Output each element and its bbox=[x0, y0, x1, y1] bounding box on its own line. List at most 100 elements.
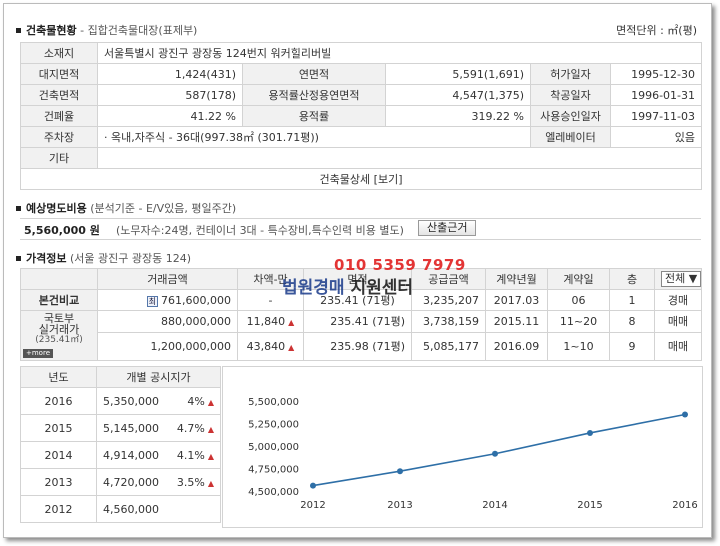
building-detail-label: 건축물상세 bbox=[319, 173, 371, 186]
parking-value: · 옥내,자주식 - 36대(997.38㎡ (301.71평)) bbox=[97, 126, 531, 148]
table-row: 2015 5,145,000 4.7% ▲ bbox=[20, 414, 221, 442]
compare-supply: 3,235,207 bbox=[411, 289, 486, 311]
col-header: 계약일 bbox=[547, 268, 610, 290]
cell-label: 대지면적 bbox=[20, 63, 98, 85]
x-tick-label: 2013 bbox=[387, 500, 412, 511]
compare-row: 본건비교 최 761,600,000 - 235.41 (71평) 3,235,2… bbox=[20, 289, 702, 311]
up-arrow-icon: ▲ bbox=[207, 424, 214, 434]
trade-supply: 5,085,177 bbox=[411, 331, 486, 362]
y-tick-label: 4,750,000 bbox=[248, 465, 299, 476]
cell-label: 용적률 bbox=[242, 105, 386, 127]
up-arrow-icon: ▲ bbox=[288, 342, 295, 352]
filter-cell: 전체 ▼ bbox=[654, 268, 702, 290]
elevator-value: 있음 bbox=[609, 126, 703, 148]
address-label: 소재지 bbox=[20, 42, 98, 64]
trade-day: 1~10 bbox=[547, 331, 610, 362]
compare-type: 경매 bbox=[654, 289, 702, 311]
up-arrow-icon: ▲ bbox=[207, 451, 214, 461]
price-table: 거래금액 차액-만 면적 공급금액 계약년월 계약일 층 전체 ▼ 본건비교 최… bbox=[20, 268, 702, 362]
col-header: 층 bbox=[609, 268, 655, 290]
bullet-icon bbox=[16, 205, 21, 211]
cell-label: 용적률산정용연면적 bbox=[242, 84, 386, 106]
price-cell: 4,720,000 3.5% ▲ bbox=[96, 468, 221, 496]
land-price-table: 년도 개별 공시지가 2016 5,350,000 4% ▲ 2015 5,145,… bbox=[20, 366, 221, 523]
year-cell: 2012 bbox=[20, 495, 97, 523]
table-row: 건폐율 41.22 % 용적률 319.22 % 사용승인일자 1997-11-… bbox=[20, 105, 703, 127]
chart-svg: 5,500,000 5,250,000 5,000,000 4,750,000 4,50… bbox=[248, 397, 698, 511]
compare-label: 본건비교 bbox=[20, 289, 98, 311]
table-row: 2016 5,350,000 4% ▲ bbox=[20, 387, 221, 415]
more-button[interactable]: +more bbox=[23, 349, 53, 358]
table-row: 2012 4,560,000 bbox=[20, 495, 221, 523]
data-point bbox=[682, 411, 688, 418]
x-tick-label: 2014 bbox=[482, 500, 507, 511]
eviction-cost-title: 예상명도비용 (분석기준 - E/V있음, 평일주간) bbox=[16, 200, 236, 216]
trade-amount: 880,000,000 bbox=[97, 310, 238, 333]
compare-amount: 761,600,000 bbox=[161, 293, 231, 307]
x-tick-label: 2015 bbox=[577, 500, 602, 511]
address-value: 서울특별시 광진구 광장동 124번지 워커힐리버빌 bbox=[96, 42, 703, 64]
molit-label-cell: 국토부 실거래가 (235.41㎡) +more bbox=[20, 310, 98, 361]
parking-label: 주차장 bbox=[20, 126, 98, 148]
trade-area: 235.98 (71평) bbox=[303, 331, 412, 362]
building-detail-row: 건축물상세 [보기] bbox=[19, 168, 703, 190]
compare-area: 235.41 (71평) bbox=[303, 289, 412, 311]
eviction-cost-amount: 5,560,000 원 bbox=[24, 224, 100, 237]
page-frame: 건축물현황 - 집합건축물대장(표제부) 면적단위 : ㎡(평) 소재지 서울특… bbox=[3, 3, 712, 538]
cell-label: 연면적 bbox=[242, 63, 386, 85]
lowest-badge: 최 bbox=[146, 295, 159, 307]
price-info-title: 가격정보 (서울 광진구 광장동 124) bbox=[16, 250, 191, 266]
filter-select[interactable]: 전체 ▼ bbox=[661, 271, 701, 287]
building-table: 소재지 서울특별시 광진구 광장동 124번지 워커힐리버빌 대지면적 1,42… bbox=[19, 42, 703, 190]
molit-label: 실거래가 bbox=[38, 323, 80, 336]
series-line bbox=[312, 413, 686, 487]
col-header: 계약년월 bbox=[485, 268, 548, 290]
eviction-cost-note: (노무자수:24명, 컨테이너 3대 - 특수장비,특수인력 비용 별도) bbox=[116, 224, 404, 237]
land-price-chart: 5,500,000 5,250,000 5,000,000 4,750,000 4,50… bbox=[222, 366, 703, 528]
elevator-label: 엘레베이터 bbox=[530, 126, 611, 148]
year-cell: 2016 bbox=[20, 387, 97, 415]
compare-diff: - bbox=[237, 289, 304, 311]
cell-value: 5,591(1,691) bbox=[385, 63, 531, 85]
eviction-cost-row: 5,560,000 원 (노무자수:24명, 컨테이너 3대 - 특수장비,특수… bbox=[20, 218, 701, 240]
calc-basis-button[interactable]: 산출근거 bbox=[418, 220, 477, 236]
trade-type: 매매 bbox=[654, 331, 702, 362]
building-section-title: 건축물현황 - 집합건축물대장(표제부) bbox=[16, 22, 197, 38]
bullet-icon bbox=[16, 255, 21, 261]
data-point bbox=[587, 429, 593, 436]
table-row: 국토부 실거래가 (235.41㎡) +more 880,000,000 11,… bbox=[20, 310, 702, 361]
col-header: 개별 공시지가 bbox=[96, 366, 221, 388]
col-header bbox=[20, 268, 98, 290]
molit-label: 국토부 bbox=[43, 312, 75, 325]
land-price-header: 년도 개별 공시지가 bbox=[20, 366, 221, 388]
building-detail-link[interactable]: [보기] bbox=[373, 173, 403, 186]
trade-diff: 11,840 ▲ bbox=[237, 310, 304, 333]
year-cell: 2014 bbox=[20, 441, 97, 469]
trade-day: 11~20 bbox=[547, 310, 610, 333]
trade-diff: 43,840 ▲ bbox=[237, 331, 304, 362]
y-tick-label: 5,000,000 bbox=[248, 442, 299, 453]
cell-value: 319.22 % bbox=[385, 105, 531, 127]
y-tick-label: 5,250,000 bbox=[248, 420, 299, 431]
up-arrow-icon: ▲ bbox=[207, 397, 214, 407]
cell-label: 건축면적 bbox=[20, 84, 98, 106]
price-cell: 5,145,000 4.7% ▲ bbox=[96, 414, 221, 442]
trade-supply: 3,738,159 bbox=[411, 310, 486, 333]
molit-area: (235.41㎡) bbox=[35, 335, 83, 345]
trade-floor: 8 bbox=[609, 310, 655, 333]
price-cell: 4,914,000 4.1% ▲ bbox=[96, 441, 221, 469]
y-tick-label: 4,500,000 bbox=[248, 487, 299, 498]
up-arrow-icon: ▲ bbox=[207, 478, 214, 488]
table-row: 1,200,000,000 43,840 ▲ 235.98 (71평) 5,085… bbox=[21, 331, 702, 362]
cell-value: 1997-11-03 bbox=[609, 105, 703, 127]
cell-value: 587(178) bbox=[97, 84, 243, 106]
price-cell: 5,350,000 4% ▲ bbox=[96, 387, 221, 415]
trade-amount: 1,200,000,000 bbox=[97, 331, 238, 362]
etc-label: 기타 bbox=[20, 147, 98, 169]
cell-label: 건폐율 bbox=[20, 105, 98, 127]
col-header: 면적 bbox=[303, 268, 412, 290]
table-row: 건축면적 587(178) 용적률산정용연면적 4,547(1,375) 착공일… bbox=[20, 84, 703, 106]
compare-amount-cell: 최 761,600,000 bbox=[97, 289, 238, 311]
trade-area: 235.41 (71평) bbox=[303, 310, 412, 333]
cell-label: 사용승인일자 bbox=[530, 105, 611, 127]
